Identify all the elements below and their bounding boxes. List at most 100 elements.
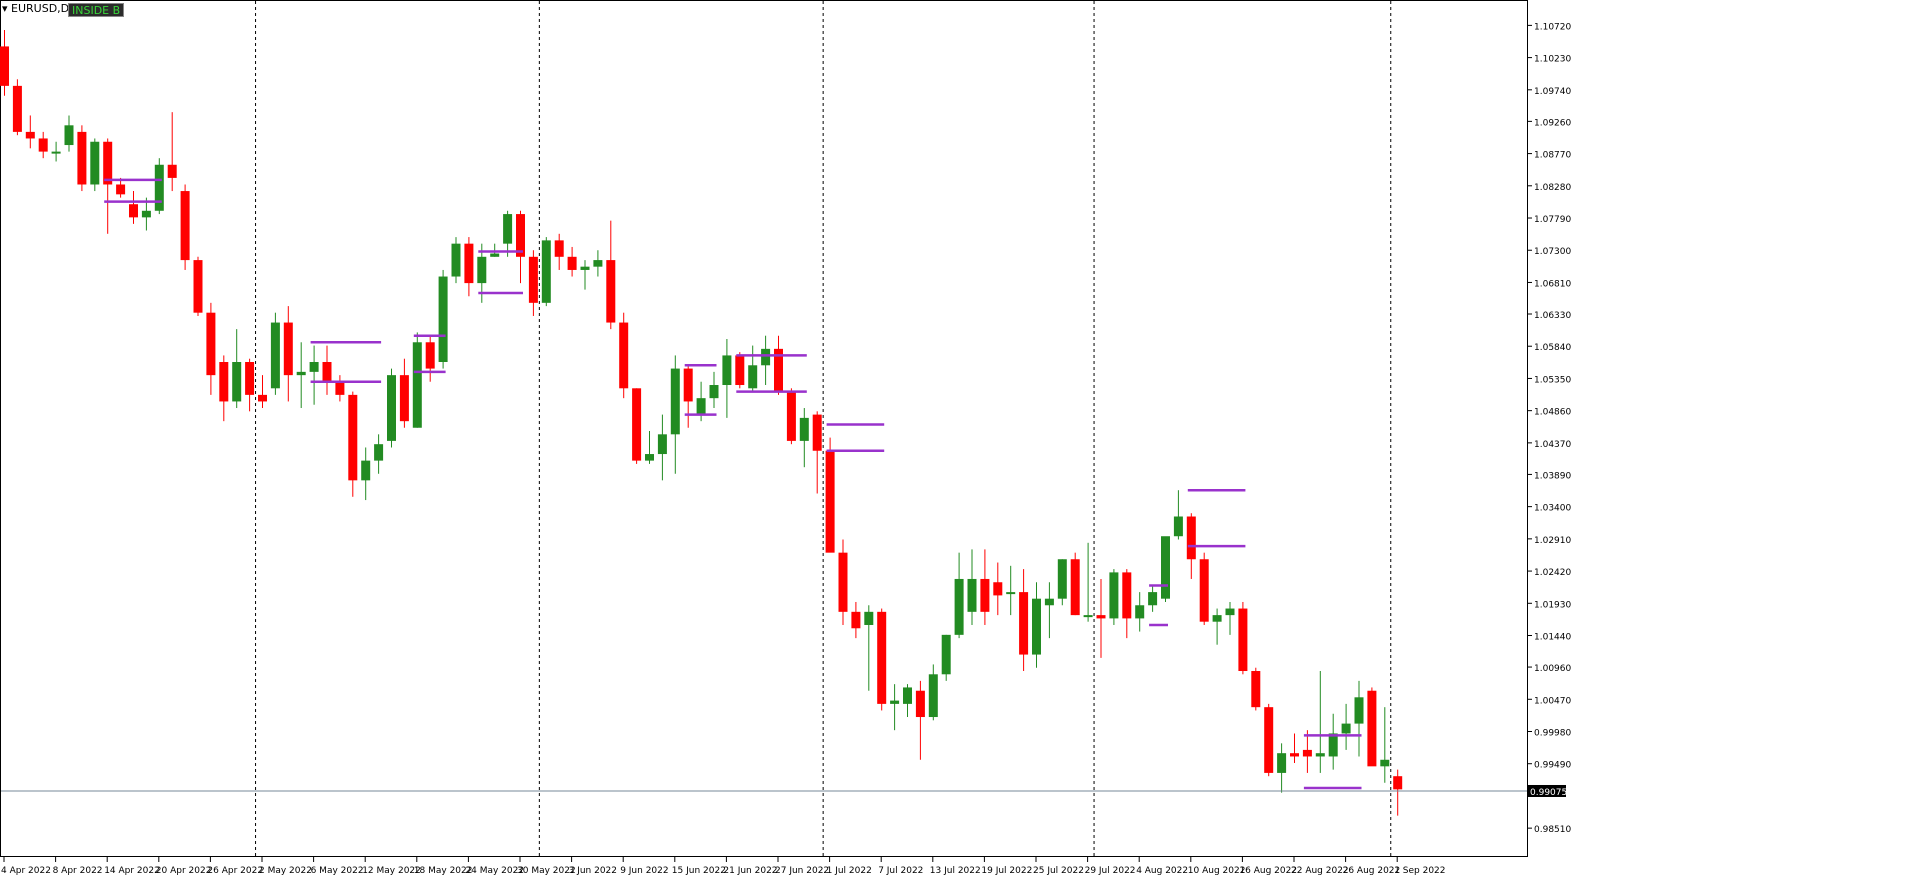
candle bbox=[1173, 490, 1183, 540]
candle-body bbox=[812, 414, 822, 451]
y-tick-label: 1.05840 bbox=[1534, 343, 1571, 353]
candle bbox=[1290, 733, 1299, 764]
candle-body bbox=[683, 368, 693, 402]
candle bbox=[283, 306, 293, 402]
candle bbox=[1096, 578, 1106, 658]
x-tick-label: 18 May 2022 bbox=[414, 866, 473, 876]
candle-body bbox=[580, 266, 590, 270]
candle bbox=[567, 246, 577, 277]
candle-body bbox=[25, 131, 35, 139]
candle-body bbox=[309, 362, 319, 372]
candle bbox=[309, 345, 319, 405]
candle bbox=[748, 345, 758, 392]
candle bbox=[903, 684, 912, 718]
candle bbox=[1251, 667, 1261, 711]
candle-body bbox=[915, 690, 925, 718]
candle bbox=[593, 250, 603, 277]
candle-body bbox=[464, 243, 474, 284]
inside-bar-badge[interactable]: INSIDE B bbox=[68, 3, 124, 17]
candle bbox=[206, 302, 216, 395]
candle bbox=[425, 335, 435, 382]
candle-body bbox=[335, 381, 345, 395]
candle bbox=[1212, 608, 1222, 645]
candle-body bbox=[967, 578, 977, 612]
candle-body bbox=[12, 85, 22, 132]
candle-body bbox=[1264, 707, 1274, 773]
candle-body bbox=[980, 578, 990, 612]
candle bbox=[722, 338, 732, 418]
candle-body bbox=[193, 260, 203, 313]
candle bbox=[1264, 703, 1274, 777]
candle-body bbox=[374, 444, 384, 461]
candle-body bbox=[748, 365, 758, 389]
candle bbox=[180, 184, 190, 270]
x-tick-label: 22 Aug 2022 bbox=[1291, 866, 1349, 876]
candle-body bbox=[425, 342, 435, 369]
candle bbox=[141, 197, 151, 231]
candle-body bbox=[1315, 753, 1325, 757]
candle-body bbox=[141, 210, 151, 218]
candle-body bbox=[567, 256, 577, 270]
candle bbox=[464, 237, 474, 297]
candle bbox=[77, 125, 87, 192]
candle-body bbox=[51, 151, 61, 154]
candle bbox=[1354, 680, 1364, 757]
candle-body bbox=[451, 243, 461, 277]
y-tick-label: 0.99490 bbox=[1534, 761, 1571, 771]
candle-body bbox=[206, 312, 216, 376]
y-tick-label: 1.08280 bbox=[1534, 183, 1571, 193]
candle-body bbox=[1367, 690, 1377, 767]
candle-body bbox=[283, 322, 293, 376]
candle-body bbox=[1186, 516, 1196, 560]
candle-body bbox=[954, 578, 964, 635]
candle-body bbox=[1238, 608, 1248, 672]
y-tick-label: 1.01440 bbox=[1534, 633, 1571, 643]
y-tick-label: 1.04370 bbox=[1534, 440, 1571, 450]
candle bbox=[812, 411, 822, 494]
candle-body bbox=[0, 46, 9, 86]
candle bbox=[774, 335, 783, 395]
candle bbox=[941, 634, 951, 681]
x-tick-label: 7 Jul 2022 bbox=[878, 866, 923, 876]
x-tick-label: 6 May 2022 bbox=[311, 866, 364, 876]
candle bbox=[167, 112, 177, 192]
candle-body bbox=[361, 460, 371, 481]
x-tick-label: 29 Jul 2022 bbox=[1085, 866, 1136, 876]
candle bbox=[25, 115, 35, 149]
candle bbox=[361, 447, 371, 501]
candle bbox=[1057, 559, 1067, 606]
candle-body bbox=[1032, 598, 1041, 655]
candle bbox=[322, 345, 332, 395]
y-tick-label: 1.09260 bbox=[1534, 118, 1571, 128]
y-tick-label: 1.10720 bbox=[1534, 22, 1571, 32]
candle bbox=[154, 158, 164, 215]
x-tick-label: 4 Apr 2022 bbox=[1, 866, 51, 876]
x-tick-label: 1 Jul 2022 bbox=[827, 866, 872, 876]
candle bbox=[399, 358, 409, 428]
candle-body bbox=[38, 138, 48, 152]
candle-body bbox=[903, 687, 912, 704]
y-tick-label: 1.00960 bbox=[1534, 664, 1571, 674]
candle-body bbox=[348, 394, 358, 481]
x-tick-label: 1 Sep 2022 bbox=[1394, 866, 1445, 876]
candle-body bbox=[877, 611, 887, 704]
candle-body bbox=[593, 260, 603, 267]
candle-body bbox=[632, 388, 642, 461]
candle bbox=[735, 352, 745, 389]
candle bbox=[980, 549, 990, 625]
candle bbox=[954, 552, 964, 639]
candle-body bbox=[387, 375, 396, 441]
candle bbox=[993, 562, 1003, 616]
x-tick-label: 14 Apr 2022 bbox=[104, 866, 160, 876]
candle-body bbox=[232, 362, 242, 402]
candle-body bbox=[490, 253, 500, 257]
y-tick-label: 1.02420 bbox=[1534, 568, 1571, 578]
candle-body bbox=[154, 164, 164, 211]
candle-body bbox=[245, 362, 255, 395]
candle-body bbox=[1148, 592, 1158, 606]
x-tick-label: 15 Jun 2022 bbox=[672, 866, 726, 876]
candle-body bbox=[1199, 559, 1209, 622]
candle-body bbox=[528, 256, 538, 303]
candle bbox=[619, 312, 629, 399]
